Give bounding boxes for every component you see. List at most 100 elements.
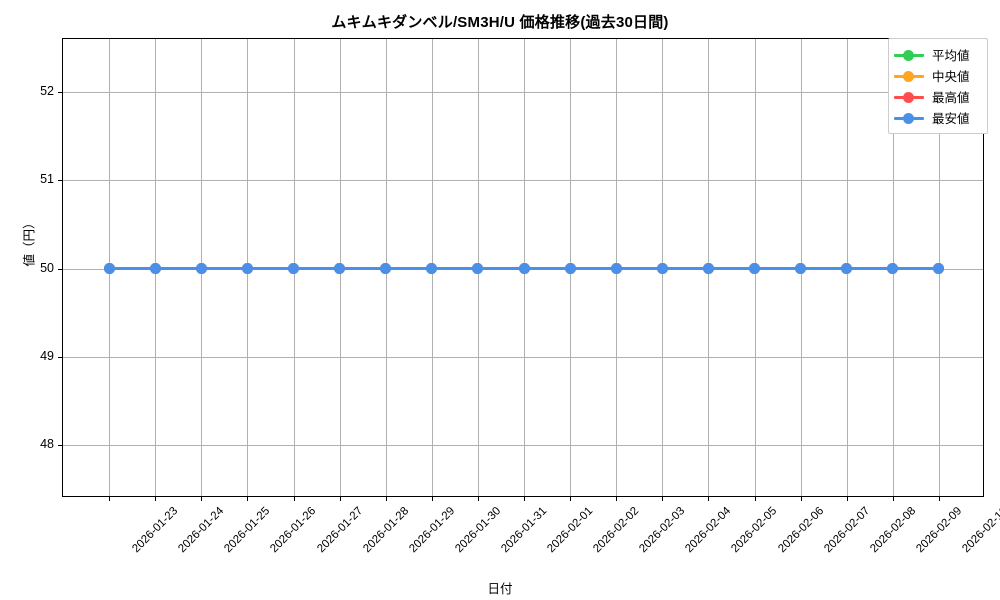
series-line-segment	[339, 267, 386, 270]
legend-marker-icon	[894, 48, 924, 61]
gridline-horizontal	[63, 445, 983, 447]
x-tick-label: 2026-02-03	[637, 505, 688, 556]
x-tick-label: 2026-02-08	[867, 505, 919, 556]
x-tick-mark	[708, 496, 710, 501]
legend-item[interactable]: 中央値	[894, 65, 981, 86]
series-data-point	[749, 263, 760, 274]
x-tick-mark	[938, 496, 940, 501]
y-tick-mark	[58, 180, 63, 182]
y-tick-label: 48	[40, 437, 54, 452]
series-line-segment	[201, 267, 248, 270]
y-tick-label: 49	[40, 348, 54, 363]
series-line-segment	[109, 267, 156, 270]
x-tick-label: 2026-01-26	[268, 505, 319, 556]
x-tick-mark	[477, 496, 479, 501]
series-data-point	[426, 263, 438, 274]
legend-marker-icon	[894, 69, 924, 82]
x-tick-mark	[524, 496, 525, 501]
x-tick-mark	[247, 496, 249, 501]
series-data-point	[518, 263, 530, 274]
x-tick-mark	[616, 496, 618, 501]
series-line-segment	[155, 267, 202, 270]
legend-item-label: 中央値	[932, 70, 970, 84]
series-data-point	[241, 263, 253, 274]
series-line-segment	[662, 267, 709, 270]
legend-item[interactable]: 最高値	[894, 86, 981, 107]
series-data-point	[334, 263, 346, 274]
series-line-segment	[477, 267, 524, 270]
x-tick-label: 2026-02-05	[729, 505, 780, 556]
y-axis-title: 値（円）	[22, 216, 37, 267]
series-line-segment	[293, 267, 340, 270]
gridline-horizontal	[63, 91, 983, 93]
legend-item[interactable]: 平均値	[894, 44, 981, 65]
legend-item-label: 平均値	[932, 49, 970, 63]
series-line-segment	[524, 267, 571, 270]
x-tick-label: 2026-02-10	[960, 505, 1000, 556]
series-data-point	[887, 263, 899, 274]
series-line-segment	[892, 267, 939, 270]
legend-item-label: 最高値	[932, 91, 970, 105]
series-data-point	[933, 263, 945, 274]
series-data-point	[702, 263, 714, 274]
y-tick-label: 51	[40, 172, 54, 187]
x-tick-label: 2026-01-24	[176, 505, 227, 556]
x-tick-label: 2026-02-02	[591, 505, 642, 556]
x-tick-label: 2026-02-01	[545, 505, 596, 556]
series-data-point	[610, 263, 622, 274]
y-tick-mark	[58, 268, 63, 270]
x-tick-label: 2026-02-07	[821, 505, 872, 556]
y-tick-mark	[58, 356, 63, 358]
series-line-segment	[754, 267, 801, 270]
legend-marker-icon	[894, 111, 924, 124]
x-tick-label: 2026-02-04	[683, 505, 734, 556]
x-tick-mark	[201, 496, 203, 501]
x-tick-label: 2026-01-27	[314, 505, 365, 556]
series-data-point	[841, 263, 853, 274]
series-data-point	[795, 263, 807, 274]
x-tick-mark	[109, 496, 111, 501]
x-tick-label: 2026-02-09	[914, 505, 965, 556]
x-tick-mark	[892, 496, 894, 501]
series-line-segment	[800, 267, 847, 270]
x-tick-label: 2026-01-25	[222, 505, 273, 556]
x-tick-mark	[570, 496, 572, 501]
series-data-point	[472, 263, 484, 274]
x-tick-label: 2026-01-29	[406, 505, 458, 556]
y-tick-label: 52	[40, 83, 54, 98]
series-data-point	[195, 263, 207, 274]
series-line-segment	[385, 267, 432, 270]
series-line-segment	[846, 267, 893, 270]
x-tick-mark	[339, 496, 341, 501]
y-tick-label: 50	[40, 260, 54, 275]
gridline-horizontal	[63, 356, 983, 358]
chart-title: ムキムキダンベル/SM3H/U 価格推移(過去30日間)	[331, 14, 669, 31]
legend-item-label: 最安値	[932, 112, 970, 126]
x-tick-mark	[846, 496, 848, 501]
series-data-point	[564, 263, 576, 274]
x-tick-label: 2026-01-28	[360, 505, 411, 556]
series-line-segment	[616, 267, 663, 270]
series-line-segment	[247, 267, 294, 270]
x-axis-title: 日付	[487, 582, 513, 596]
y-tick-mark	[58, 445, 63, 447]
chart-legend: 平均値中央値最高値最安値	[888, 38, 988, 134]
x-tick-mark	[754, 496, 756, 501]
x-tick-mark	[385, 496, 387, 501]
series-data-point	[149, 263, 161, 274]
plot-area	[58, 38, 984, 501]
series-line-segment	[431, 267, 478, 270]
x-tick-label: 2026-02-06	[775, 505, 826, 556]
x-tick-label: 2026-01-31	[499, 505, 550, 556]
x-tick-label: 2026-01-23	[130, 505, 181, 556]
x-tick-mark	[800, 496, 802, 501]
x-tick-mark	[431, 496, 433, 501]
gridline-horizontal	[63, 180, 983, 182]
x-tick-mark	[293, 496, 295, 501]
legend-item[interactable]: 最安値	[894, 107, 981, 128]
series-data-point	[380, 263, 392, 274]
series-line-segment	[570, 267, 617, 270]
x-tick-label: 2026-01-30	[453, 505, 504, 556]
series-data-point	[103, 263, 115, 274]
